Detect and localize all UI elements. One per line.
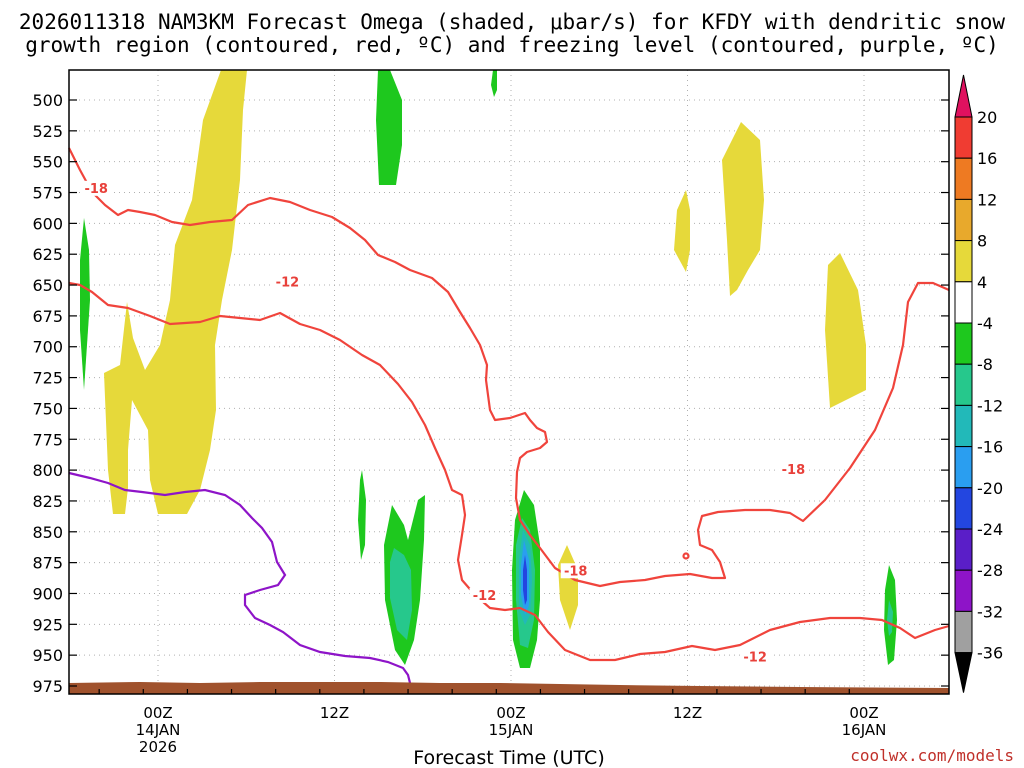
contour-small-loop [682, 552, 690, 560]
omega-region-teal-5 [390, 548, 412, 640]
colorbar-segment [954, 281, 973, 324]
x-tick-label: 00Z [496, 704, 525, 722]
colorbar-segment [954, 157, 973, 200]
y-tick-label: 900 [32, 584, 63, 603]
x-tick-label: 2026 [139, 738, 177, 756]
y-tick-label: 975 [32, 677, 63, 696]
colorbar-label: -8 [977, 355, 993, 374]
colorbar-segment [954, 487, 973, 530]
freezing-level-contour [68, 471, 412, 684]
y-tick-label: 925 [32, 615, 63, 634]
omega-region-green-3 [80, 218, 90, 390]
omega-region-green-4 [358, 470, 366, 560]
y-tick-label: 675 [32, 307, 63, 326]
y-tick-label: 650 [32, 276, 63, 295]
colorbar-segment [954, 363, 973, 406]
y-tick-label: 500 [32, 91, 63, 110]
y-tick-label: 775 [32, 430, 63, 449]
colorbar-label: 16 [977, 149, 997, 168]
plot-frame [68, 69, 950, 695]
colorbar-label: 20 [977, 108, 997, 127]
colorbar-label: -24 [977, 520, 1003, 539]
x-tick-label: 00Z [849, 704, 878, 722]
colorbar-label: 4 [977, 273, 987, 292]
omega-region-darkblue-6 [523, 555, 527, 605]
chart-title-line-1: 2026011318 NAM3KM Forecast Omega (shaded… [19, 10, 1006, 34]
omega-shading [80, 70, 897, 668]
colorbar-segment [954, 322, 973, 365]
colorbar-segment [954, 610, 973, 654]
y-tick-label: 625 [32, 245, 63, 264]
contour-minus12-upper [68, 281, 950, 662]
terrain-ground [69, 682, 949, 694]
contour-label-bg [469, 587, 500, 603]
colorbar-label: -16 [977, 438, 1003, 457]
omega-region-yellow-3 [674, 190, 690, 272]
colorbar-label: -20 [977, 479, 1003, 498]
colorbar-segment [954, 404, 973, 448]
colorbar-bottom-arrow [954, 652, 973, 693]
contour-label: -18 [84, 182, 108, 197]
contour-label: -18 [564, 564, 588, 579]
colorbar-label: -12 [977, 396, 1003, 415]
x-tick-label: 12Z [673, 704, 702, 722]
omega-region-green-1 [376, 70, 402, 185]
colorbar-label: -32 [977, 602, 1003, 621]
y-tick-label: 800 [32, 461, 63, 480]
credit-text: coolwx.com/models [850, 746, 1014, 765]
colorbar-segment [954, 240, 973, 283]
colorbar: 20 16 12 8 4 -4 -8 -12 -16 -20 -24 -28 -32 -36 [954, 74, 1003, 693]
contour-label: -18 [782, 463, 806, 478]
dendritic-contours [68, 147, 950, 662]
contour-label: -12 [473, 589, 497, 604]
gridlines [69, 70, 949, 694]
colorbar-segment [954, 528, 973, 571]
y-tick-label: 575 [32, 184, 63, 203]
y-tick-label: 600 [32, 214, 63, 233]
omega-region-green-2 [491, 70, 497, 97]
omega-region-yellow-2 [722, 122, 764, 296]
colorbar-label: -4 [977, 314, 993, 333]
y-tick-label: 725 [32, 369, 63, 388]
y-tick-label: 850 [32, 523, 63, 542]
x-tick-label: 12Z [320, 704, 349, 722]
x-tick-label: 16JAN [842, 721, 887, 739]
y-tick-label: 550 [32, 153, 63, 172]
chart-title-line-2: growth region (contoured, red, ºC) and f… [25, 33, 999, 57]
colorbar-label: 8 [977, 232, 987, 251]
x-tick-label: 15JAN [489, 721, 534, 739]
contour-labels: -18 -12 -18 -18 -12 -12 [81, 180, 809, 666]
y-tick-label: 950 [32, 646, 63, 665]
contour-label: -12 [743, 651, 767, 666]
colorbar-label: 12 [977, 190, 997, 209]
contour-label-bg [81, 180, 112, 196]
y-tick-label: 700 [32, 338, 63, 357]
colorbar-segment [954, 569, 973, 612]
contour-minus18-upper [68, 147, 950, 588]
colorbar-label: -28 [977, 561, 1003, 580]
x-tick-label: 00Z [143, 704, 172, 722]
x-axis-label: Forecast Time (UTC) [413, 747, 604, 768]
y-tick-label: 525 [32, 122, 63, 141]
contour-label-bg [778, 462, 809, 478]
contour-label-bg [272, 274, 303, 290]
colorbar-top-arrow [954, 74, 973, 118]
y-tick-label: 875 [32, 554, 63, 573]
contour-label-bg [740, 649, 771, 665]
colorbar-label: -36 [977, 644, 1003, 663]
omega-region-yellow-4 [825, 253, 866, 408]
omega-region-teal-7 [887, 600, 893, 636]
colorbar-segment [954, 116, 973, 159]
colorbar-segment [954, 446, 973, 489]
x-tick-label: 14JAN [136, 721, 181, 739]
colorbar-segment [954, 198, 973, 242]
y-tick-label: 825 [32, 492, 63, 511]
contour-label-bg [560, 563, 591, 579]
y-tick-label: 750 [32, 399, 63, 418]
contour-label: -12 [276, 276, 300, 291]
y-axis: 500 525 550 575 600 625 650 675 700 725 750 775 800 8… [32, 91, 949, 696]
omega-region-yellow-1 [104, 70, 247, 514]
